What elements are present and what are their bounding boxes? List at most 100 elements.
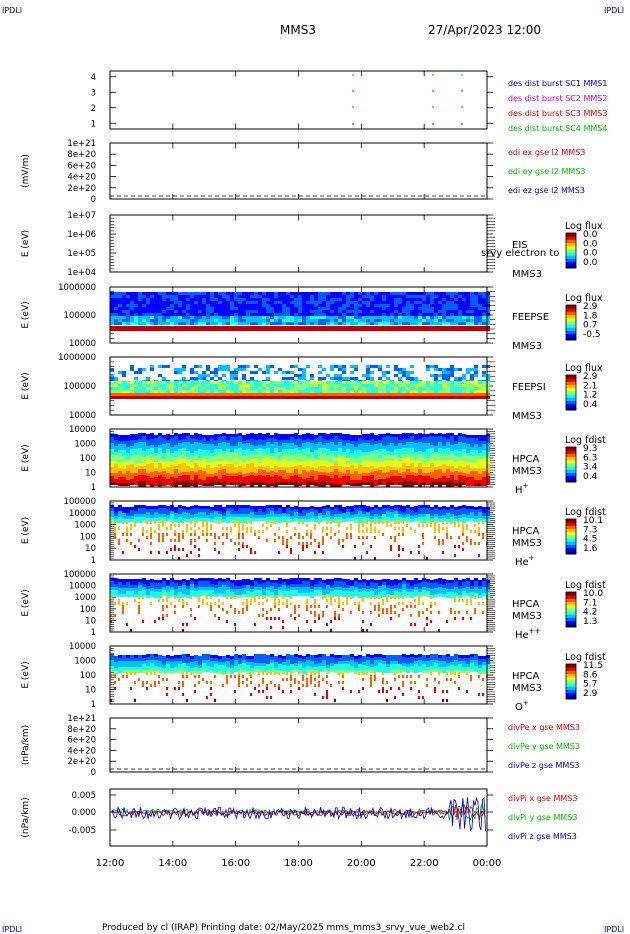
- heatmap-cell: [458, 445, 462, 448]
- heatmap-cell: [346, 455, 350, 458]
- heatmap-cell: [438, 530, 440, 533]
- heatmap-cell: [414, 377, 418, 380]
- heatmap-cell: [458, 439, 462, 442]
- heatmap-cell: [138, 514, 142, 517]
- heatmap-cell: [166, 533, 168, 536]
- heatmap-cell: [422, 542, 424, 545]
- heatmap-cell: [246, 319, 250, 322]
- heatmap-cell: [330, 316, 334, 319]
- heatmap-cell: [206, 471, 210, 474]
- heatmap-cell: [142, 298, 146, 301]
- heatmap-cell: [326, 505, 330, 508]
- heatmap-cell: [446, 295, 450, 298]
- heatmap-cell: [338, 301, 342, 304]
- heatmap-cell: [138, 310, 142, 313]
- heatmap-cell: [146, 307, 150, 310]
- heatmap-cell: [238, 387, 242, 390]
- heatmap-cell: [186, 448, 190, 451]
- heatmap-cell: [198, 467, 202, 470]
- heatmap-cell: [478, 462, 482, 465]
- heatmap-cell: [122, 387, 126, 390]
- heatmap-cell: [214, 470, 218, 473]
- heatmap-cell: [430, 484, 434, 487]
- heatmap-cell: [294, 301, 298, 304]
- heatmap-cell: [214, 298, 218, 301]
- heatmap-cell: [178, 292, 182, 295]
- heatmap-cell: [266, 481, 270, 484]
- heatmap-cell: [178, 473, 182, 476]
- heatmap-cell: [230, 322, 234, 325]
- heatmap-cell: [214, 452, 218, 455]
- heatmap-cell: [406, 505, 410, 508]
- heatmap-cell: [358, 517, 362, 520]
- heatmap-cell: [162, 447, 166, 450]
- heatmap-cell: [422, 322, 426, 325]
- heatmap-cell: [194, 445, 198, 448]
- heatmap-cell: [238, 433, 242, 436]
- heatmap-cell: [190, 542, 192, 545]
- heatmap-cell: [202, 512, 206, 515]
- heatmap-cell: [350, 474, 354, 477]
- heatmap-cell: [434, 384, 438, 387]
- heatmap-cell: [406, 478, 410, 481]
- heatmap-cell: [314, 292, 318, 295]
- heatmap-cell: [126, 292, 130, 295]
- heatmap-cell: [306, 365, 310, 368]
- heatmap-cell: [114, 437, 118, 440]
- heatmap-cell: [206, 468, 210, 471]
- heatmap-cell: [154, 444, 158, 447]
- heatmap-cell: [318, 521, 320, 524]
- heatmap-cell: [170, 480, 174, 483]
- heatmap-cell: [210, 459, 214, 462]
- heatmap-cell: [218, 449, 222, 452]
- heatmap-cell: [134, 387, 138, 390]
- heatmap-cell: [250, 316, 254, 319]
- heatmap-cell: [350, 509, 354, 512]
- heatmap-cell: [406, 445, 410, 448]
- heatmap-cell: [406, 304, 410, 307]
- heatmap-cell: [362, 304, 366, 307]
- heatmap-cell: [394, 443, 398, 446]
- heatmap-cell: [190, 444, 194, 447]
- heatmap-cell: [442, 437, 446, 440]
- heatmap-cell: [254, 384, 258, 387]
- heatmap-cell: [330, 313, 334, 316]
- heatmap-cell: [194, 313, 198, 316]
- heatmap-cell: [286, 319, 290, 322]
- heatmap-cell: [298, 507, 302, 510]
- heatmap-cell: [306, 457, 310, 460]
- heatmap-cell: [110, 511, 114, 514]
- heatmap-cell: [410, 448, 414, 451]
- heatmap-cell: [246, 434, 250, 437]
- heatmap-cell: [366, 301, 370, 304]
- heatmap-cell: [298, 474, 302, 477]
- heatmap-cell: [386, 304, 390, 307]
- heatmap-cell: [366, 393, 370, 397]
- heatmap-cell: [438, 310, 442, 313]
- heatmap-cell: [126, 310, 130, 313]
- heatmap-cell: [422, 443, 426, 446]
- heatmap-cell: [434, 508, 438, 511]
- heatmap-cell: [186, 301, 190, 304]
- heatmap-cell: [302, 513, 306, 516]
- heatmap-cell: [442, 515, 446, 518]
- colorbar-tick-label: 0.0: [583, 230, 598, 240]
- heatmap-cell: [298, 513, 302, 516]
- heatmap-cell: [278, 387, 282, 390]
- heatmap-cell: [194, 478, 198, 481]
- heatmap-cell: [470, 295, 474, 298]
- heatmap-cell: [266, 295, 270, 298]
- heatmap-cell: [138, 520, 142, 523]
- heatmap-cell: [142, 530, 144, 533]
- heatmap-cell: [346, 292, 350, 295]
- heatmap-cell: [430, 521, 432, 524]
- heatmap-cell: [374, 292, 378, 295]
- heatmap-cell: [382, 461, 386, 464]
- heatmap-cell: [238, 481, 242, 484]
- heatmap-cell: [426, 479, 430, 482]
- heatmap-cell: [218, 464, 222, 467]
- heatmap-cell: [182, 484, 186, 487]
- heatmap-cell: [110, 396, 114, 399]
- heatmap-cell: [222, 322, 226, 325]
- heatmap-cell: [134, 524, 136, 527]
